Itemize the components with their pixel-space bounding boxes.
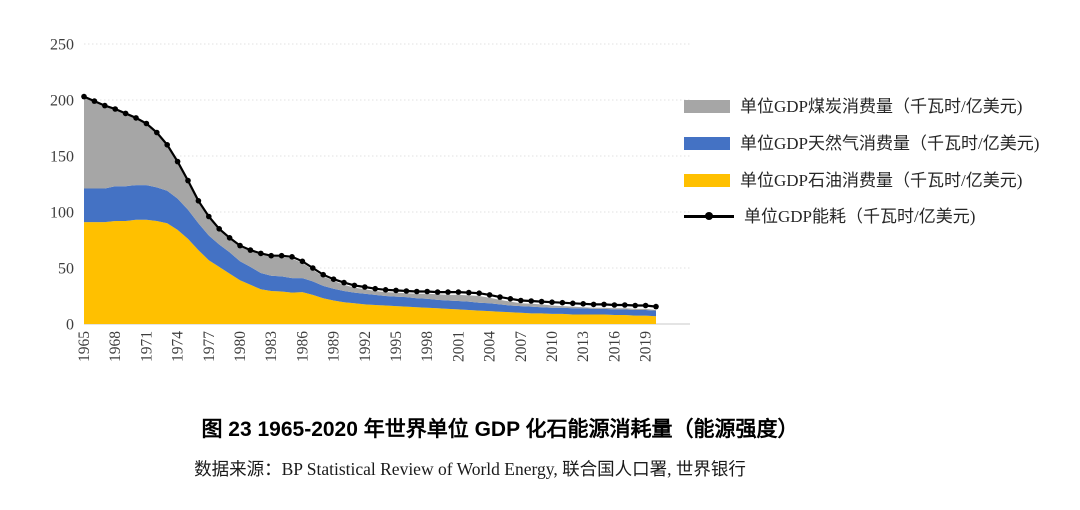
svg-text:1971: 1971 <box>138 331 155 362</box>
svg-text:1989: 1989 <box>326 331 343 362</box>
svg-text:2019: 2019 <box>638 331 655 362</box>
svg-text:2004: 2004 <box>482 331 499 362</box>
legend-item-total-line: 单位GDP能耗（千瓦时/亿美元) <box>684 205 1070 229</box>
svg-text:2016: 2016 <box>606 331 623 362</box>
svg-text:1983: 1983 <box>263 331 280 362</box>
svg-text:1992: 1992 <box>357 331 374 362</box>
svg-text:1977: 1977 <box>201 331 218 362</box>
coal-swatch-icon <box>684 100 730 113</box>
figure-title: 图 23 1965-2020 年世界单位 GDP 化石能源消耗量（能源强度） <box>201 418 799 441</box>
chart-legend: 单位GDP煤炭消费量（千瓦时/亿美元) 单位GDP天然气消费量（千瓦时/亿美元)… <box>684 95 1070 229</box>
svg-text:1980: 1980 <box>232 331 249 362</box>
svg-text:150: 150 <box>50 149 74 166</box>
figure-source: 数据来源：BP Statistical Review of World Ener… <box>194 459 746 479</box>
svg-text:1974: 1974 <box>170 331 187 362</box>
legend-label-oil: 单位GDP石油消费量（千瓦时/亿美元) <box>740 170 1023 190</box>
legend-item-gas: 单位GDP天然气消费量（千瓦时/亿美元) <box>684 132 1070 156</box>
oil-swatch-icon <box>684 173 730 187</box>
legend-item-coal: 单位GDP煤炭消费量（千瓦时/亿美元) <box>684 95 1070 119</box>
svg-text:250: 250 <box>50 37 74 54</box>
svg-text:1986: 1986 <box>294 331 311 362</box>
svg-text:2013: 2013 <box>575 331 592 362</box>
svg-text:1998: 1998 <box>419 331 436 362</box>
svg-text:1968: 1968 <box>107 331 124 362</box>
svg-text:1965: 1965 <box>76 331 93 362</box>
svg-text:100: 100 <box>50 205 74 222</box>
legend-label-coal: 单位GDP煤炭消费量（千瓦时/亿美元) <box>740 97 1023 116</box>
line-marker-swatch-icon <box>684 210 734 223</box>
gas-swatch-icon <box>684 136 730 150</box>
legend-label-gas: 单位GDP天然气消费量（千瓦时/亿美元) <box>740 133 1040 153</box>
stacked-area-chart: 0 50 100 150 200 250 1965 1968 1971 1974 1977 1980 1… <box>50 37 690 362</box>
svg-text:2010: 2010 <box>544 331 561 362</box>
svg-text:0: 0 <box>66 317 74 334</box>
legend-label-total: 单位GDP能耗（千瓦时/亿美元) <box>744 207 976 227</box>
line-swatch-dot <box>705 212 713 221</box>
svg-text:2007: 2007 <box>513 331 530 362</box>
svg-text:1995: 1995 <box>388 331 405 362</box>
svg-text:200: 200 <box>50 93 74 110</box>
legend-item-oil: 单位GDP石油消费量（千瓦时/亿美元) <box>684 169 1070 193</box>
svg-text:2001: 2001 <box>450 331 467 362</box>
svg-text:50: 50 <box>58 261 74 278</box>
